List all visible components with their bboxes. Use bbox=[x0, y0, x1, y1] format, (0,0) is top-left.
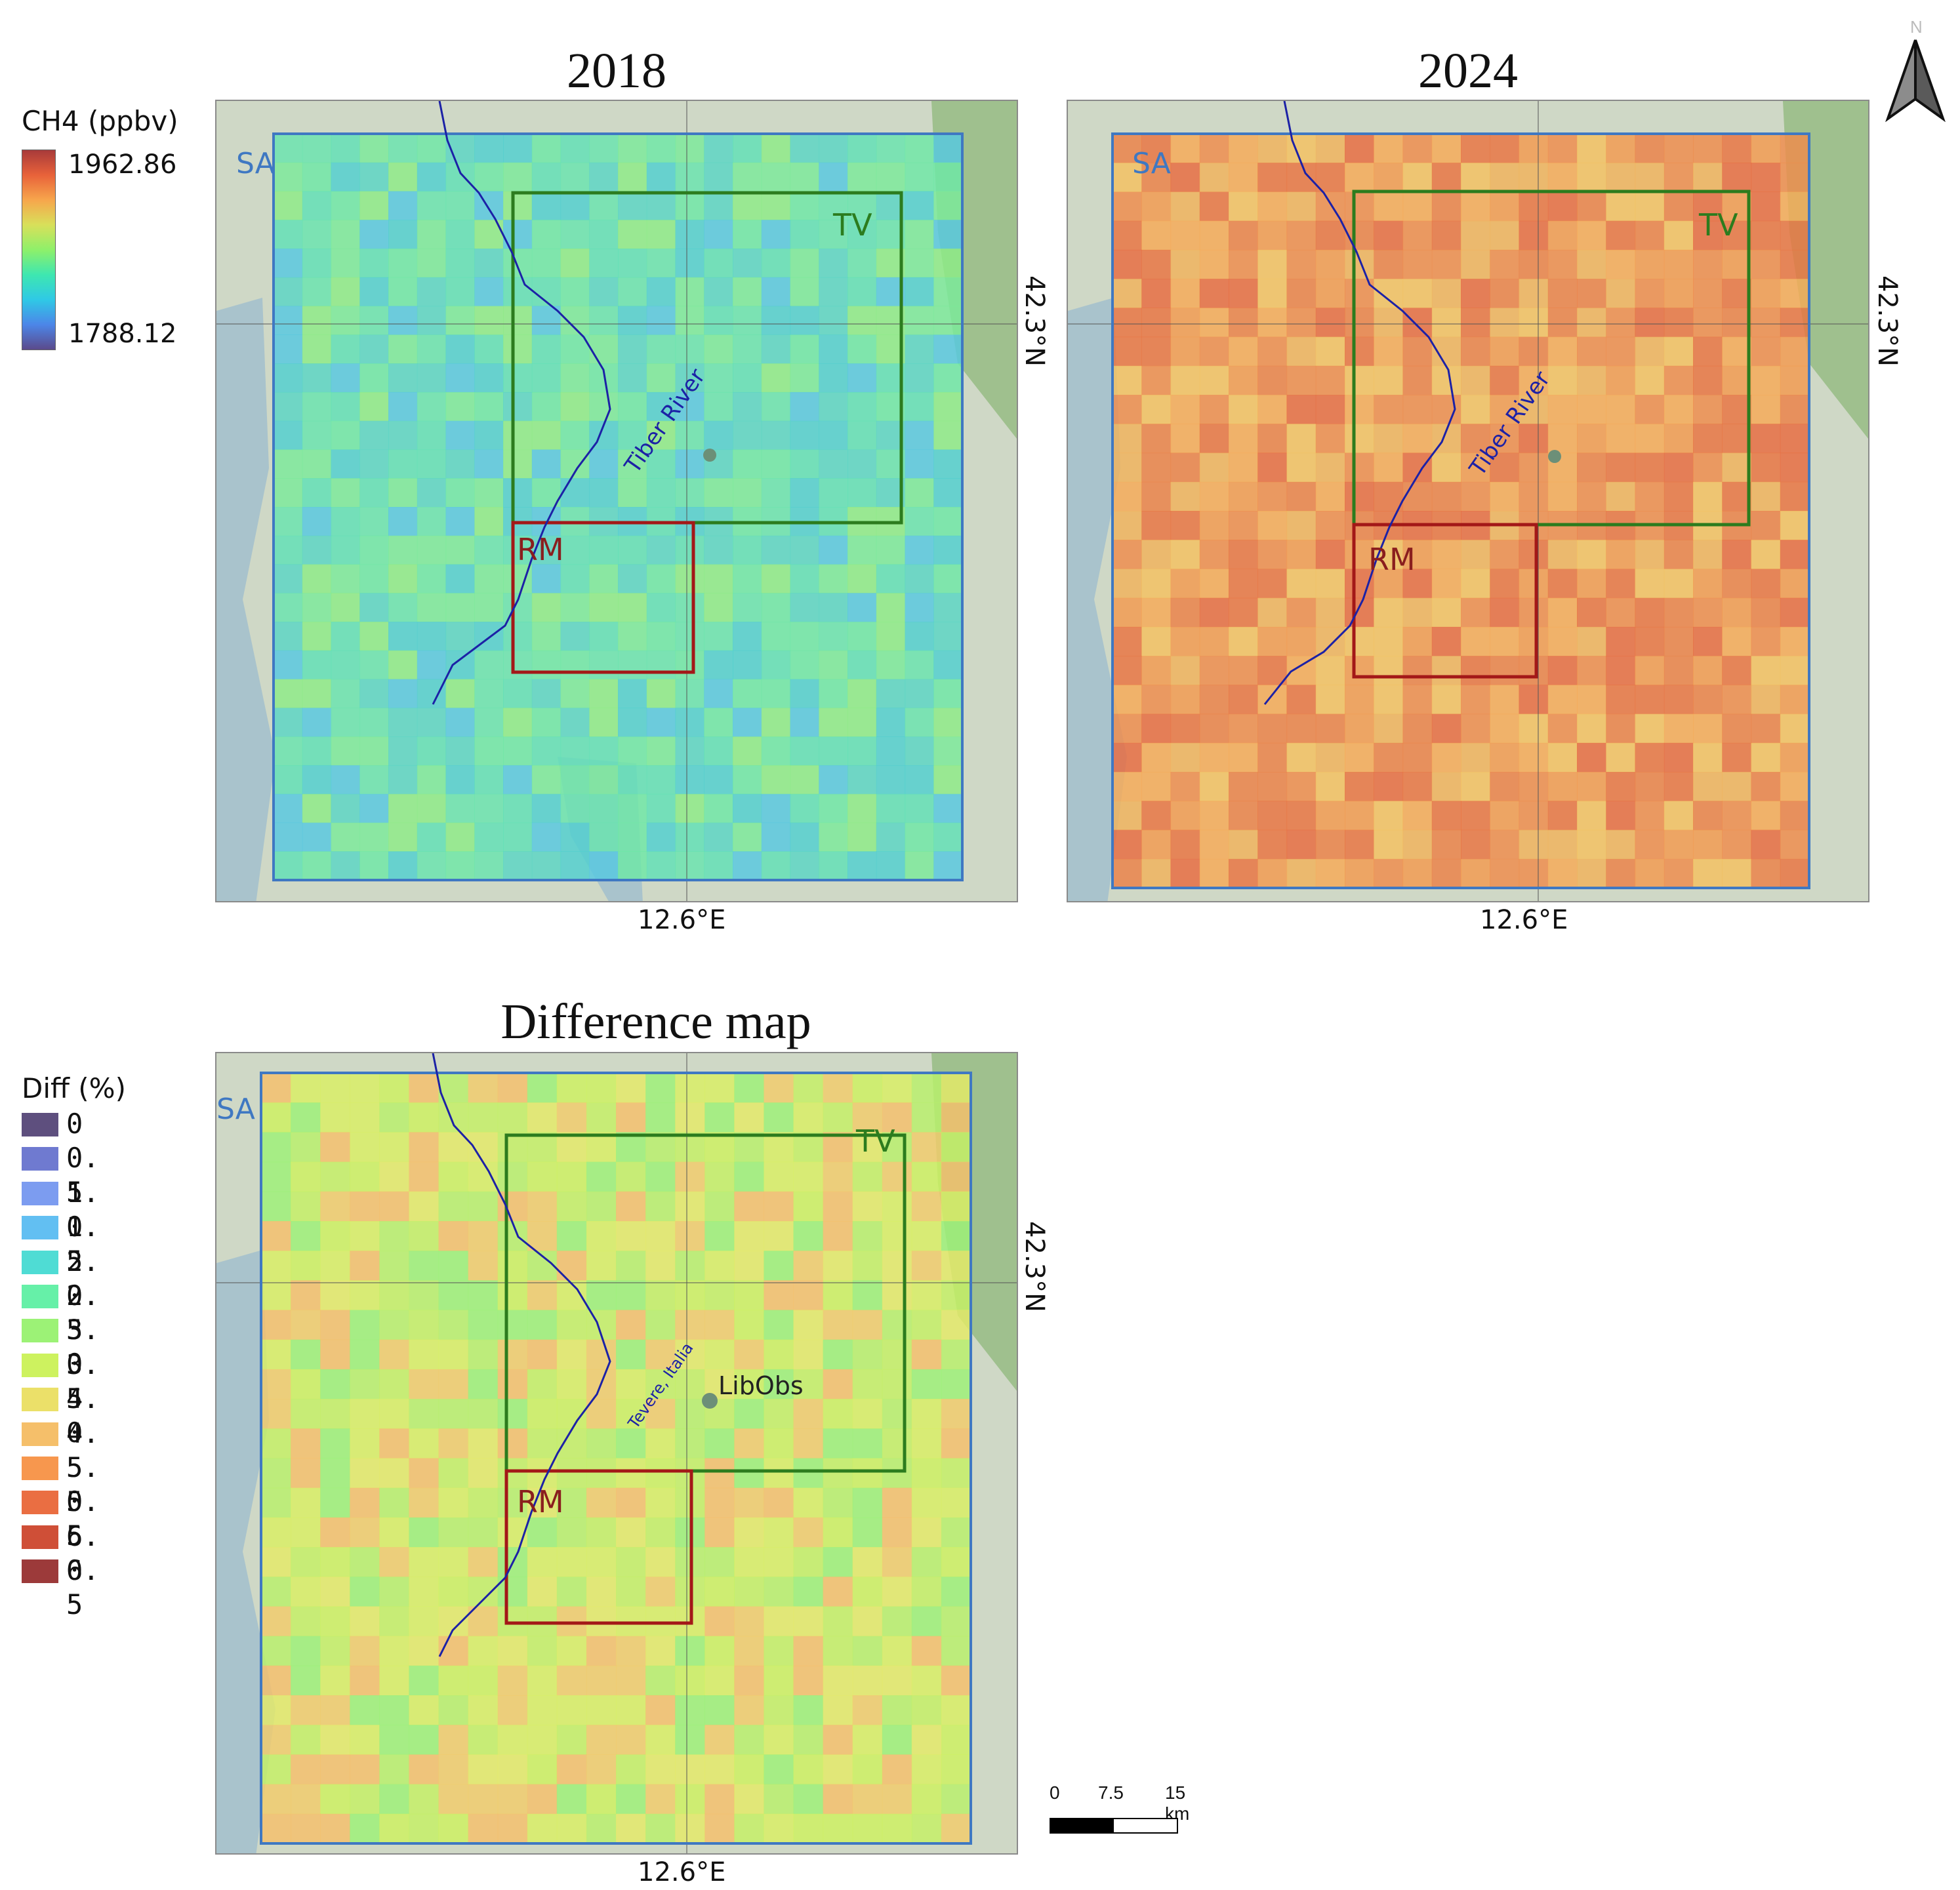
sa-label: SA bbox=[216, 1093, 255, 1126]
rm-label: RM bbox=[517, 532, 564, 567]
tv-box bbox=[504, 1133, 907, 1473]
diff-legend-swatch bbox=[22, 1250, 58, 1274]
north-arrow-icon bbox=[1885, 39, 1946, 122]
tv-box bbox=[511, 191, 903, 525]
tv-label: TV bbox=[855, 1123, 895, 1159]
scale-label-0: 0 bbox=[1050, 1782, 1060, 1803]
x-axis-label-2018: 12.6°E bbox=[638, 905, 726, 935]
scale-bar: 0 7.5 15 km bbox=[1050, 1782, 1207, 1848]
map-2018[interactable]: SA TV RM Tiber River bbox=[215, 100, 1018, 902]
tv-box bbox=[1352, 190, 1751, 527]
diff-legend-label: 0. 5 bbox=[66, 1142, 100, 1209]
scale-label-mid: 7.5 bbox=[1098, 1782, 1124, 1803]
diff-legend-label: 5. 0 bbox=[66, 1451, 100, 1518]
diff-legend-swatch bbox=[22, 1457, 58, 1480]
sa-label: SA bbox=[1132, 147, 1171, 180]
diff-legend-swatch bbox=[22, 1525, 58, 1549]
north-label: N bbox=[1910, 17, 1923, 37]
sa-label: SA bbox=[236, 147, 275, 180]
rm-label: RM bbox=[1368, 542, 1416, 577]
station-marker bbox=[1548, 450, 1561, 463]
diff-legend-swatch bbox=[22, 1353, 58, 1377]
diff-legend-label: 4. 0 bbox=[66, 1382, 100, 1449]
tiber-river bbox=[432, 101, 611, 705]
station-label: LibObs bbox=[718, 1371, 804, 1400]
sa-box bbox=[260, 1072, 972, 1845]
diff-legend-label: 6. 0 bbox=[66, 1519, 100, 1586]
x-axis-label-diff: 12.6°E bbox=[638, 1857, 726, 1887]
tevere-river bbox=[432, 1053, 611, 1657]
rm-box bbox=[511, 521, 695, 674]
diff-legend-label: 1. 0 bbox=[66, 1176, 100, 1243]
diff-legend-swatch bbox=[22, 1422, 58, 1446]
libobs-marker bbox=[702, 1393, 718, 1409]
ch4-grid bbox=[274, 134, 963, 881]
diff-legend-label: 2. 5 bbox=[66, 1279, 100, 1346]
diff-legend-label: 2. 0 bbox=[66, 1245, 100, 1312]
panel-title-2018: 2018 bbox=[567, 43, 666, 98]
diff-legend-title: Diff (%) bbox=[22, 1072, 126, 1104]
diff-legend-label: 5. 5 bbox=[66, 1485, 100, 1552]
tiber-river bbox=[1263, 101, 1456, 705]
diff-legend-swatch bbox=[22, 1216, 58, 1240]
y-axis-label-diff: 42.3°N bbox=[1019, 1221, 1050, 1312]
diff-legend-swatch bbox=[22, 1559, 58, 1584]
diff-legend-label: 0 bbox=[66, 1108, 83, 1140]
sa-box bbox=[272, 132, 964, 881]
rm-box bbox=[504, 1469, 693, 1625]
rm-label: RM bbox=[517, 1484, 564, 1519]
diff-legend-label: 6. 5 bbox=[66, 1554, 100, 1621]
map-difference[interactable]: LibObs SA TV RM Tevere, Italia bbox=[215, 1052, 1018, 1855]
scale-bar-white bbox=[1113, 1818, 1178, 1834]
diff-legend-label: 1. 5 bbox=[66, 1211, 100, 1277]
diff-legend-swatch bbox=[22, 1319, 58, 1343]
panel-title-2024: 2024 bbox=[1418, 43, 1518, 98]
sa-box bbox=[1111, 132, 1810, 889]
diff-legend-swatch bbox=[22, 1113, 58, 1136]
diff-legend-label: 4. 5 bbox=[66, 1417, 100, 1483]
station-marker bbox=[703, 449, 716, 462]
map-2024[interactable]: SA TV RM Tiber River bbox=[1067, 100, 1869, 902]
diff-legend-swatch bbox=[22, 1147, 58, 1171]
ch4-grid bbox=[1113, 134, 1810, 889]
rm-box bbox=[1352, 523, 1538, 679]
sea-area bbox=[216, 298, 276, 901]
diff-legend-swatch bbox=[22, 1491, 58, 1515]
diff-legend-label: 3. 0 bbox=[66, 1314, 100, 1380]
y-axis-label-2018: 42.3°N bbox=[1019, 275, 1050, 367]
diff-legend-items: 0 0. 5 1. 0 1. 5 2. 0 2. 5 3. 0 3. 5 4. 0 4. 5 5. … bbox=[0, 1107, 197, 1620]
ch4-max-label: 1962.86 bbox=[68, 150, 177, 180]
diff-grid bbox=[261, 1073, 971, 1844]
north-arrow: N bbox=[1883, 17, 1948, 122]
x-axis-label-2024: 12.6°E bbox=[1480, 905, 1568, 935]
diff-legend-swatch bbox=[22, 1285, 58, 1308]
tv-label: TV bbox=[832, 207, 872, 243]
ch4-min-label: 1788.12 bbox=[68, 319, 177, 349]
panel-title-difference: Difference map bbox=[500, 994, 811, 1049]
ch4-colorbar bbox=[22, 150, 56, 350]
tv-label: TV bbox=[1698, 207, 1738, 243]
ch4-legend-title: CH4 (ppbv) bbox=[22, 105, 178, 137]
diff-legend-swatch bbox=[22, 1388, 58, 1412]
y-axis-label-2024: 42.3°N bbox=[1872, 275, 1902, 367]
diff-legend-label: 3. 5 bbox=[66, 1348, 100, 1415]
scale-bar-black bbox=[1050, 1818, 1115, 1834]
diff-legend-swatch bbox=[22, 1181, 58, 1205]
